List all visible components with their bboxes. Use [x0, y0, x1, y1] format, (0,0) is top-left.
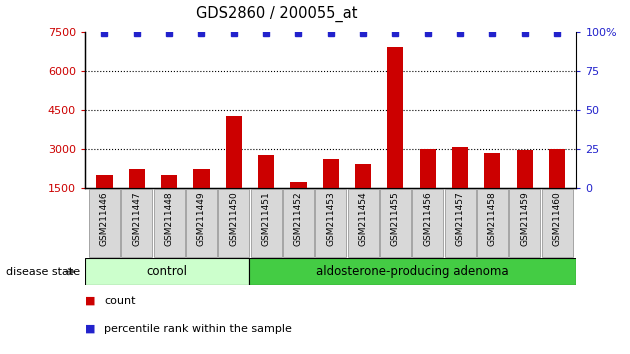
Text: GDS2860 / 200055_at: GDS2860 / 200055_at	[197, 5, 358, 22]
FancyBboxPatch shape	[89, 189, 120, 257]
Bar	[226, 116, 242, 188]
FancyBboxPatch shape	[348, 189, 379, 257]
Text: GSM211460: GSM211460	[553, 191, 561, 246]
FancyBboxPatch shape	[251, 189, 282, 257]
Text: GSM211459: GSM211459	[520, 191, 529, 246]
FancyBboxPatch shape	[85, 258, 249, 285]
Bar	[517, 150, 533, 188]
Text: control: control	[146, 265, 188, 278]
Bar	[420, 149, 436, 188]
FancyBboxPatch shape	[283, 189, 314, 257]
Text: GSM211455: GSM211455	[391, 191, 400, 246]
Bar	[323, 159, 339, 188]
FancyBboxPatch shape	[542, 189, 573, 257]
Text: GSM211450: GSM211450	[229, 191, 238, 246]
Text: GSM211449: GSM211449	[197, 191, 206, 246]
Bar	[129, 170, 145, 188]
Text: GSM211452: GSM211452	[294, 191, 303, 246]
Text: aldosterone-producing adenoma: aldosterone-producing adenoma	[316, 265, 509, 278]
FancyBboxPatch shape	[380, 189, 411, 257]
Text: GSM211453: GSM211453	[326, 191, 335, 246]
Text: GSM211447: GSM211447	[132, 191, 141, 246]
Bar	[452, 147, 468, 188]
Bar	[355, 164, 371, 188]
FancyBboxPatch shape	[249, 258, 576, 285]
FancyBboxPatch shape	[315, 189, 346, 257]
Text: GSM211456: GSM211456	[423, 191, 432, 246]
Text: ■: ■	[85, 296, 96, 306]
FancyBboxPatch shape	[412, 189, 444, 257]
Bar	[387, 47, 403, 188]
Text: disease state: disease state	[6, 267, 81, 277]
Text: ■: ■	[85, 324, 96, 334]
Bar	[549, 149, 565, 188]
Bar	[258, 155, 274, 188]
Text: percentile rank within the sample: percentile rank within the sample	[104, 324, 292, 334]
Bar	[484, 153, 500, 188]
Bar	[290, 182, 307, 188]
FancyBboxPatch shape	[154, 189, 185, 257]
Bar	[161, 175, 177, 188]
Text: GSM211458: GSM211458	[488, 191, 497, 246]
Text: count: count	[104, 296, 135, 306]
FancyBboxPatch shape	[509, 189, 541, 257]
Text: GSM211448: GSM211448	[164, 191, 174, 246]
Text: GSM211446: GSM211446	[100, 191, 109, 246]
Bar	[96, 175, 113, 188]
FancyBboxPatch shape	[218, 189, 249, 257]
Text: GSM211451: GSM211451	[261, 191, 271, 246]
FancyBboxPatch shape	[445, 189, 476, 257]
Text: GSM211457: GSM211457	[455, 191, 464, 246]
FancyBboxPatch shape	[121, 189, 152, 257]
Text: GSM211454: GSM211454	[358, 191, 367, 246]
FancyBboxPatch shape	[186, 189, 217, 257]
Bar	[193, 170, 210, 188]
FancyBboxPatch shape	[477, 189, 508, 257]
